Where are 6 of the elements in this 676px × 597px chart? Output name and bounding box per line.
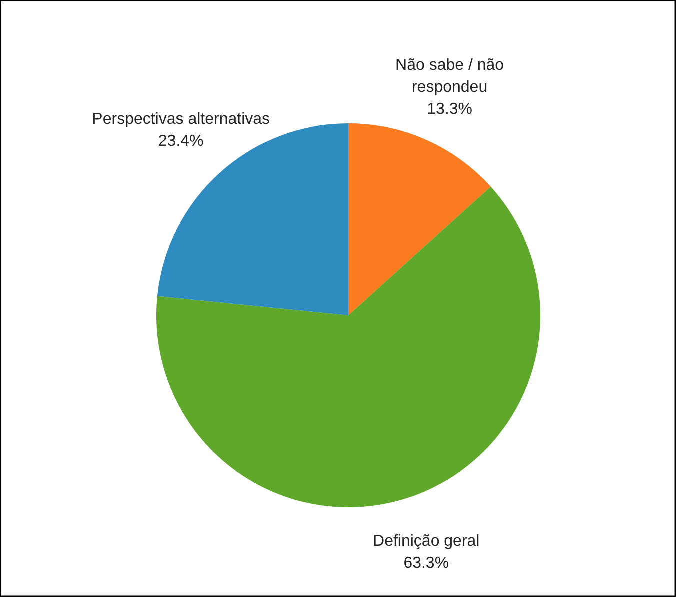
data-label: 63.3% [404, 555, 450, 572]
data-label: 23.4% [158, 132, 204, 150]
slice-label: Perspectivas alternativas [92, 110, 270, 128]
slice-label: Não sabe / não respondeu [396, 56, 504, 96]
slice-label: Definição geral [373, 533, 480, 550]
data-label: 13.3% [427, 100, 472, 118]
